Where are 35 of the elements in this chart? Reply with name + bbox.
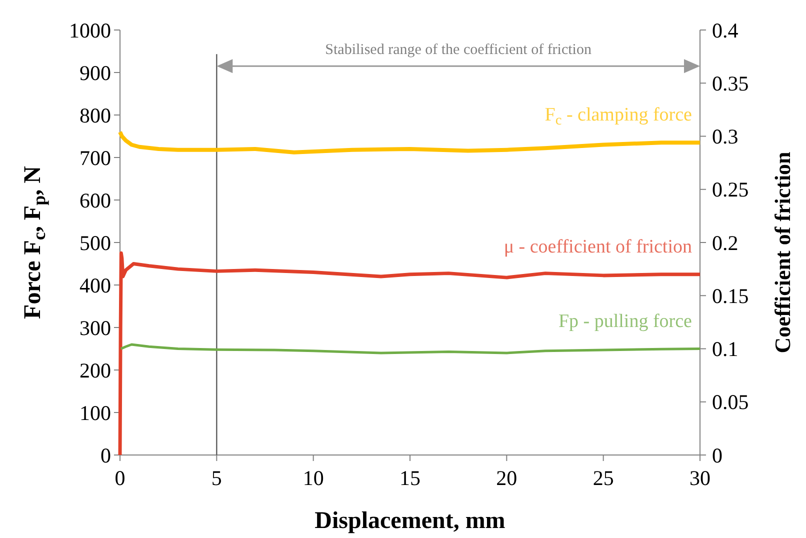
y2-tick-label: 0.4 [712,18,739,42]
y-tick-label: 100 [80,400,111,425]
x-tick-label: 15 [400,466,420,490]
series-label: Fp - pulling force [558,310,692,332]
line-series [120,343,702,354]
line-series [118,130,702,154]
x-tick-label: 25 [592,466,614,490]
x-tick-label: 10 [302,466,324,490]
y-tick-label: 300 [80,316,111,340]
y-tick-label: 0 [100,443,111,468]
y2-tick-label: 0.2 [712,230,738,255]
x-tick-label: 5 [211,466,222,490]
x-tick-label: 0 [114,466,126,490]
y-tick-label: 500 [80,230,111,255]
y-tick-label: 600 [80,188,111,212]
y2-tick-label: 0.15 [712,284,749,308]
y2-tick-label: 0 [712,443,722,468]
y2-tick-label: 0.3 [712,124,738,149]
y2-tick-label: 0.25 [712,178,749,202]
annotation: Stabilised range of the coefficient of friction [325,42,592,58]
x-axis-title: Displacement, mm [314,508,506,534]
y-tick-label: 800 [80,103,111,128]
y-tick-label: 1000 [69,18,111,42]
y-tick-label: 700 [80,146,111,170]
series-label: μ - coefficient of friction [504,236,692,258]
y-tick-label: 200 [80,358,111,382]
y2-axis-title: Coefficient of friction [770,152,795,354]
series-label: F$_{c}$ - clamping force [544,104,692,128]
y2-tick-label: 0.1 [712,337,738,362]
y-tick-label: 900 [80,60,111,85]
y2-tick-label: 0.05 [712,390,749,414]
x-tick-label: 20 [496,466,518,490]
x-tick-label: 30 [690,466,710,490]
y-tick-label: 400 [80,273,111,298]
y2-tick-label: 0.35 [712,71,749,96]
